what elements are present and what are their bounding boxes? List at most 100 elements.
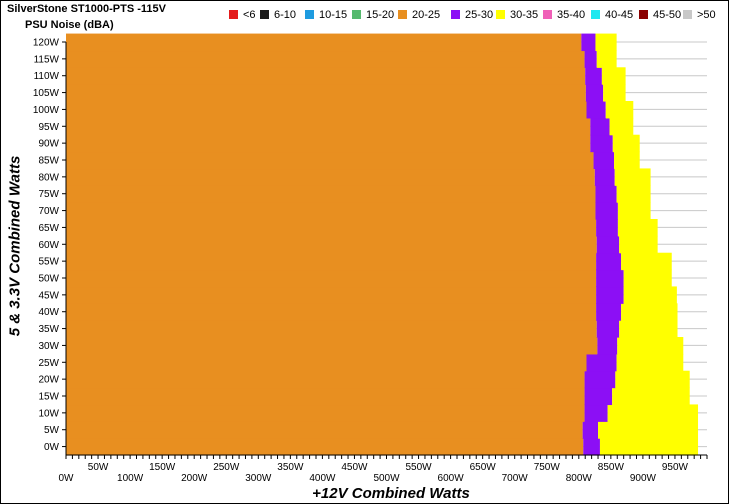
cell-20-25 — [66, 387, 585, 406]
legend-item: >50 — [683, 9, 716, 21]
cell-20-25 — [66, 235, 597, 254]
cell-25-30 — [596, 219, 618, 237]
legend-label: 25-30 — [465, 9, 494, 21]
cell-25-30 — [596, 303, 622, 321]
y-tick-label: 45W — [38, 290, 59, 301]
cell-30-35 — [596, 50, 617, 68]
chart-title: SilverStone ST1000-PTS -115V — [7, 3, 166, 15]
cell-25-30 — [584, 370, 616, 389]
cell-30-35 — [601, 67, 626, 85]
cell-20-25 — [66, 185, 596, 203]
x-tick-label: 950W — [662, 462, 689, 473]
y-tick-label: 120W — [33, 38, 60, 49]
x-tick-label: 100W — [117, 473, 144, 484]
y-tick-label: 5W — [44, 425, 60, 436]
legend-swatch — [451, 10, 460, 19]
cell-20-25 — [66, 151, 594, 170]
cell-20-25 — [66, 219, 597, 237]
y-tick-label: 0W — [44, 442, 60, 453]
cell-30-35 — [616, 185, 651, 203]
cell-20-25 — [66, 101, 587, 119]
legend-swatch — [639, 10, 648, 19]
cell-30-35 — [607, 404, 699, 422]
cell-30-35 — [619, 235, 658, 254]
cell-25-30 — [590, 117, 610, 136]
legend-item: 45-50 — [639, 9, 681, 21]
cell-20-25 — [66, 134, 591, 153]
legend-item: 10-15 — [305, 9, 347, 21]
cell-30-35 — [609, 117, 634, 136]
cell-20-25 — [66, 353, 587, 372]
y-tick-label: 55W — [38, 257, 59, 268]
legend-label: 10-15 — [319, 9, 348, 21]
cell-25-30 — [596, 320, 620, 338]
cell-25-30 — [584, 387, 613, 406]
y-tick-label: 65W — [38, 223, 59, 234]
x-tick-label: 900W — [630, 473, 657, 484]
cell-25-30 — [590, 134, 613, 153]
x-tick-label: 700W — [502, 473, 529, 484]
x-tick-label: 400W — [309, 473, 336, 484]
y-tick-label: 80W — [38, 172, 59, 183]
x-tick-label: 350W — [277, 462, 304, 473]
x-tick-label: 300W — [245, 473, 272, 484]
cell-25-30 — [584, 50, 597, 68]
cell-25-30 — [596, 252, 622, 271]
legend-swatch — [305, 10, 314, 19]
legend-item: 30-35 — [496, 9, 538, 21]
cell-25-30 — [586, 101, 606, 119]
chart-subtitle: PSU Noise (dBA) — [25, 19, 114, 31]
y-tick-label: 110W — [34, 71, 60, 82]
legend-label: 20-25 — [412, 9, 441, 21]
legend-label: 40-45 — [605, 9, 634, 21]
cell-30-35 — [595, 33, 617, 52]
legend-swatch — [229, 10, 238, 19]
cell-20-25 — [66, 303, 597, 321]
cell-20-25 — [66, 67, 586, 85]
cell-25-30 — [585, 67, 602, 85]
y-tick-label: 40W — [38, 307, 59, 318]
cell-20-25 — [66, 202, 596, 220]
cell-20-25 — [66, 421, 583, 439]
legend-label: 45-50 — [653, 9, 682, 21]
cell-25-30 — [584, 404, 608, 422]
cell-25-30 — [596, 286, 624, 304]
y-tick-label: 105W — [33, 88, 60, 99]
cell-25-30 — [586, 353, 617, 372]
cell-20-25 — [66, 168, 595, 186]
cell-30-35 — [605, 101, 634, 119]
legend-swatch — [496, 10, 505, 19]
cell-20-25 — [66, 117, 591, 136]
y-tick-label: 100W — [33, 105, 60, 116]
legend-item: 40-45 — [591, 9, 633, 21]
cell-20-25 — [66, 50, 585, 68]
legend-label: 6-10 — [274, 9, 297, 21]
cell-30-35 — [614, 151, 640, 170]
y-tick-label: 60W — [38, 240, 59, 251]
cell-20-25 — [66, 438, 584, 456]
legend-item: 15-20 — [352, 9, 394, 21]
x-tick-label: 800W — [566, 473, 593, 484]
cell-20-25 — [66, 269, 597, 288]
y-tick-label: 70W — [38, 206, 59, 217]
cell-20-25 — [66, 404, 585, 422]
y-tick-label: 35W — [38, 324, 59, 335]
cell-25-30 — [593, 151, 615, 170]
legend-label: 35-40 — [557, 9, 586, 21]
x-tick-label: 50W — [88, 462, 109, 473]
y-tick-label: 85W — [38, 156, 59, 167]
legend-label: >50 — [697, 9, 716, 21]
cell-20-25 — [66, 286, 597, 304]
y-tick-label: 90W — [38, 139, 59, 150]
legend-item: 6-10 — [260, 9, 296, 21]
y-tick-label: 115W — [34, 54, 60, 65]
cell-30-35 — [617, 202, 651, 220]
y-tick-label: 95W — [38, 122, 59, 133]
legend-swatch — [260, 10, 269, 19]
y-tick-label: 30W — [38, 341, 59, 352]
cell-30-35 — [614, 168, 651, 186]
x-tick-label: 500W — [373, 473, 400, 484]
legend-item: 25-30 — [451, 9, 493, 21]
x-tick-label: 550W — [405, 462, 432, 473]
